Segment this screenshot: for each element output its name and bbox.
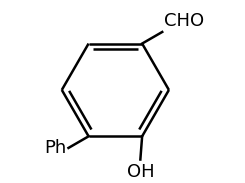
Text: Ph: Ph: [44, 139, 67, 157]
Text: OH: OH: [126, 163, 154, 181]
Text: CHO: CHO: [164, 12, 204, 30]
